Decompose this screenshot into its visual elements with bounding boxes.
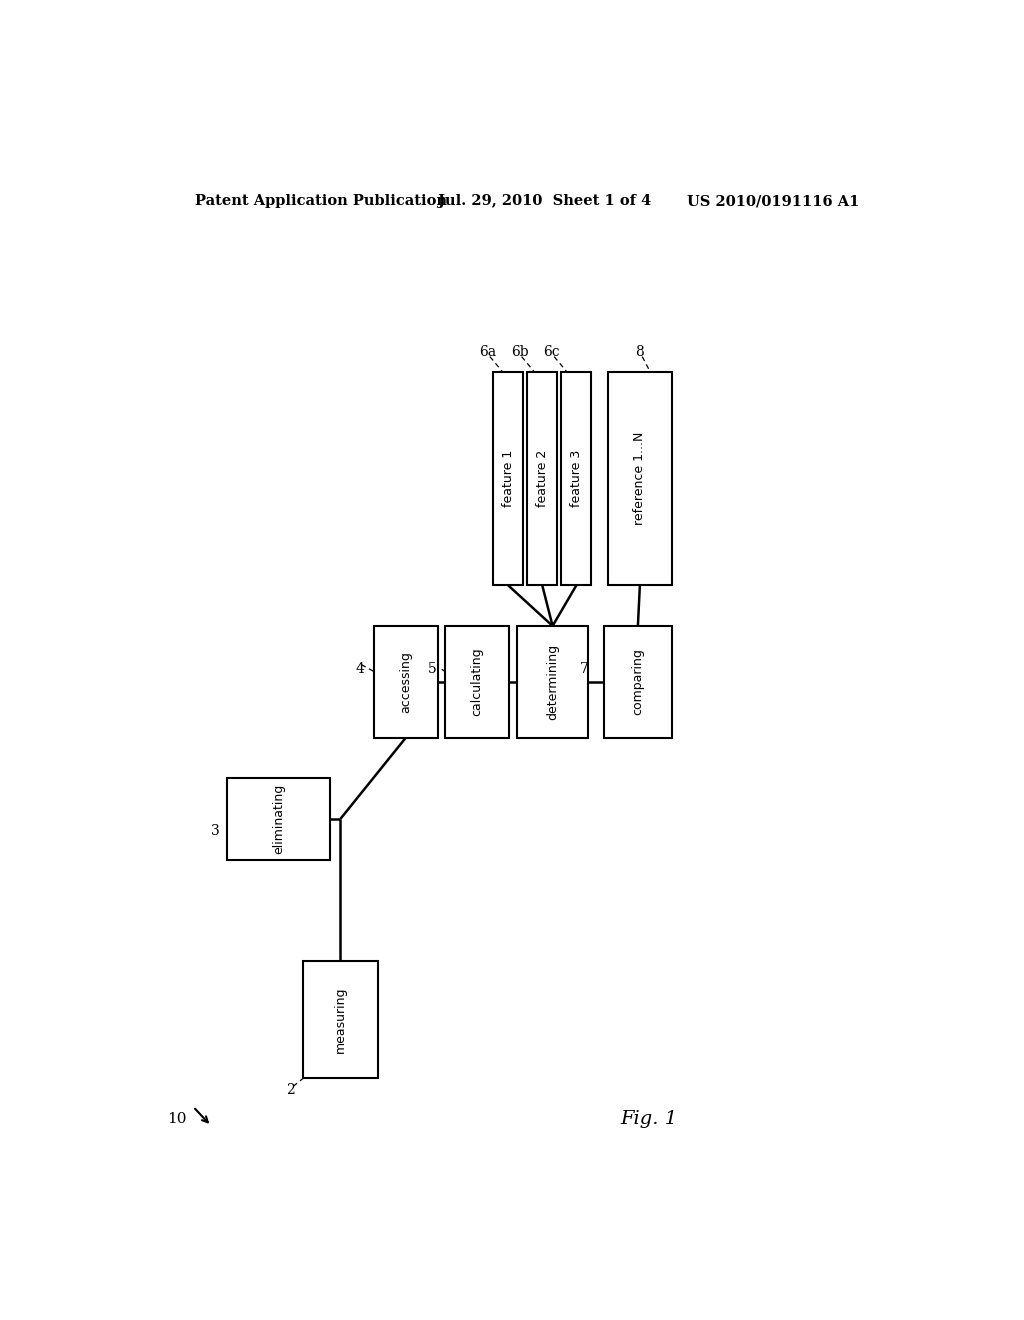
- Text: Jul. 29, 2010  Sheet 1 of 4: Jul. 29, 2010 Sheet 1 of 4: [437, 194, 651, 209]
- Bar: [303, 961, 378, 1078]
- Text: Fig. 1: Fig. 1: [620, 1110, 677, 1127]
- Text: 3: 3: [211, 824, 220, 838]
- Bar: [374, 626, 437, 738]
- Text: 6a: 6a: [479, 345, 496, 359]
- Text: 4: 4: [355, 661, 365, 676]
- Text: 7: 7: [580, 661, 589, 676]
- Bar: [604, 626, 672, 738]
- Text: reference 1...N: reference 1...N: [634, 432, 646, 525]
- Bar: [561, 372, 592, 585]
- Text: 2: 2: [287, 1084, 295, 1097]
- Bar: [517, 626, 588, 738]
- Text: determining: determining: [546, 644, 559, 719]
- Text: feature 2: feature 2: [536, 450, 549, 507]
- Text: calculating: calculating: [471, 648, 483, 717]
- Bar: [445, 626, 509, 738]
- Text: 5: 5: [428, 661, 436, 676]
- Bar: [227, 779, 331, 859]
- Text: accessing: accessing: [399, 651, 413, 713]
- Bar: [608, 372, 672, 585]
- Text: 8: 8: [636, 345, 644, 359]
- Text: comparing: comparing: [632, 648, 644, 715]
- Text: US 2010/0191116 A1: US 2010/0191116 A1: [687, 194, 860, 209]
- Text: eliminating: eliminating: [272, 784, 286, 854]
- Text: 6b: 6b: [511, 345, 528, 359]
- Bar: [494, 372, 523, 585]
- Text: 10: 10: [168, 1111, 187, 1126]
- Text: measuring: measuring: [334, 986, 347, 1053]
- Text: feature 1: feature 1: [502, 450, 515, 507]
- Text: 6c: 6c: [544, 345, 560, 359]
- Text: Patent Application Publication: Patent Application Publication: [196, 194, 447, 209]
- Bar: [527, 372, 557, 585]
- Text: feature 3: feature 3: [570, 450, 583, 507]
